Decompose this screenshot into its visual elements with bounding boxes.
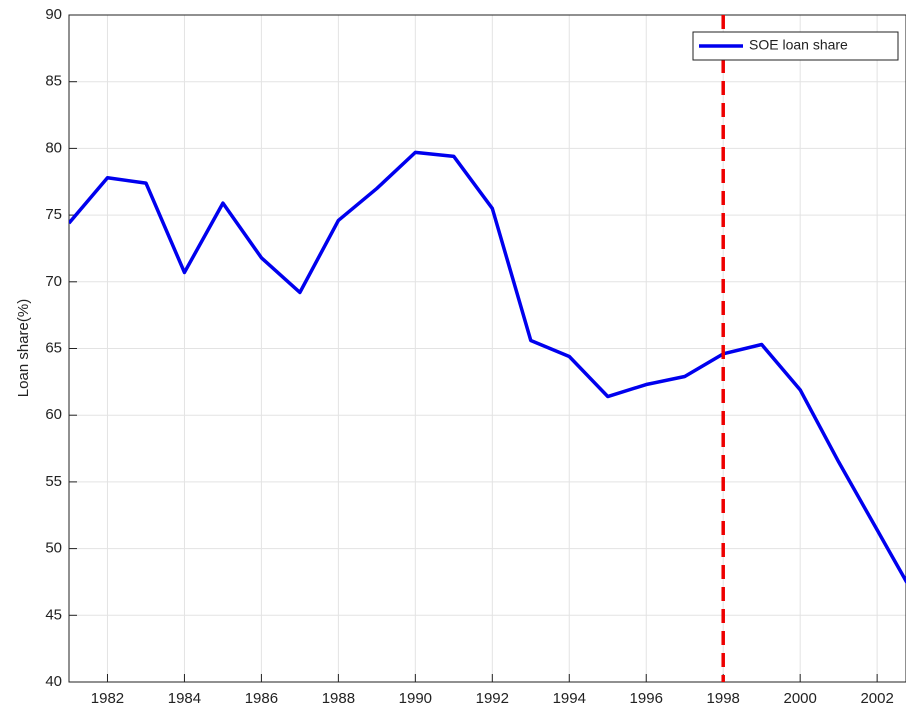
x-tick-label: 1984 [168,690,201,707]
y-tick-label: 40 [45,673,62,690]
y-axis-label: Loan share(%) [15,299,32,397]
y-tick-label: 90 [45,6,62,23]
x-tick-label: 1994 [553,690,586,707]
plot-area [69,15,906,682]
plot-frame [68,14,906,683]
x-tick-label: 1982 [91,690,124,707]
x-tick-label: 1988 [322,690,355,707]
y-tick-label: 45 [45,606,62,623]
x-tick-label: 1998 [707,690,740,707]
y-tick-label: 55 [45,473,62,490]
x-tick-label: 1986 [245,690,278,707]
y-tick-label: 75 [45,206,62,223]
x-tick-label: 1996 [630,690,663,707]
x-tick-label: 2000 [783,690,816,707]
x-tick-label: 1992 [476,690,509,707]
y-tick-label: 50 [45,540,62,557]
data-line [69,150,906,585]
y-tick-label: 70 [45,273,62,290]
legend-label: SOE loan share [749,37,848,53]
y-tick-label: 65 [45,339,62,356]
x-tick-label: 2002 [860,690,893,707]
x-tick-label: 1990 [399,690,432,707]
y-tick-label: 85 [45,73,62,90]
y-tick-label: 60 [45,406,62,423]
y-tick-label: 80 [45,139,62,156]
